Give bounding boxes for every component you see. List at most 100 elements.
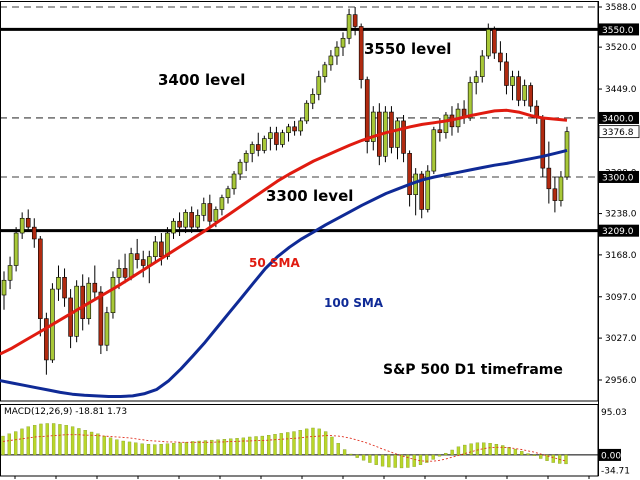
macd-bar (437, 454, 442, 457)
sma-100-line (0, 148, 568, 398)
candle (473, 70, 479, 95)
candle (7, 256, 13, 290)
macd-zero-marker: 0.00 (599, 448, 621, 461)
macd-bar (20, 428, 24, 456)
candle (322, 61, 328, 83)
macd-bar (418, 454, 423, 465)
candle (1, 271, 7, 310)
candle (401, 115, 406, 163)
candle (443, 112, 449, 139)
macd-bar (140, 443, 144, 456)
macd-bar (311, 427, 315, 456)
macd-bar (159, 443, 163, 456)
macd-bar (317, 428, 321, 456)
macd-bar (248, 436, 252, 456)
macd-bar (260, 435, 265, 456)
candle (225, 185, 231, 204)
candle (510, 70, 515, 101)
macd-bar (1, 435, 5, 456)
candle (358, 23, 364, 89)
candle (558, 171, 564, 207)
price-marker-3209-0: 3209.0 (599, 224, 639, 237)
macd-bar (229, 438, 233, 456)
macd-bar (450, 449, 454, 456)
macd-bar (108, 437, 113, 456)
candle (486, 23, 491, 59)
svg-text:3376.8: 3376.8 (602, 128, 634, 138)
macd-bar (393, 454, 397, 468)
macd-bar (412, 454, 416, 467)
candle (104, 306, 110, 352)
macd-bar (475, 442, 480, 456)
candle (195, 209, 201, 231)
macd-bar (336, 443, 340, 456)
macd-bar (83, 430, 87, 456)
candle (564, 126, 570, 180)
macd-bar (216, 439, 220, 456)
macd-bar (349, 453, 353, 456)
sma-layer (0, 108, 568, 398)
candle (38, 235, 43, 337)
price-axis: 3588.03520.03449.03379.03308.03238.03168… (598, 1, 640, 476)
candle (479, 50, 485, 83)
macd-bar (203, 440, 208, 456)
macd-bar (286, 432, 290, 456)
macd-bar (191, 441, 195, 456)
price-marker-3550-0: 3550.0 (599, 23, 639, 36)
candle (171, 218, 176, 239)
candle (110, 271, 116, 319)
macd-bar (115, 439, 119, 456)
macd-bar (235, 438, 239, 456)
candle (395, 117, 400, 160)
macd-bar (58, 424, 62, 456)
candle (140, 250, 146, 278)
macd-bar (520, 451, 524, 456)
candle (92, 265, 98, 301)
macd-bar (342, 449, 347, 456)
candle (231, 171, 237, 195)
candle (255, 132, 261, 157)
candle (189, 206, 194, 234)
macd-bar (172, 443, 176, 456)
macd-bar (197, 440, 201, 456)
price-tick-label: 3238.0 (605, 210, 637, 220)
candle (516, 70, 521, 107)
macd-bar (463, 444, 467, 456)
candle (292, 120, 297, 136)
macd-bar (64, 425, 68, 456)
svg-text:0.00: 0.00 (601, 451, 621, 461)
candle (370, 106, 376, 151)
candle (153, 235, 158, 263)
candle (504, 53, 509, 95)
label-3300-level: 3300 level (266, 187, 353, 205)
macd-bar (494, 443, 499, 456)
macd-bar (222, 439, 227, 456)
macd-bar (279, 433, 283, 456)
macd-bar (77, 428, 81, 456)
sma-50-line (0, 108, 568, 356)
candle (304, 100, 309, 124)
price-tick-label: 3027.0 (605, 334, 637, 344)
candle (328, 50, 334, 71)
macd-bar (26, 426, 30, 456)
candle (528, 82, 533, 113)
macd-bar (267, 435, 271, 456)
candle (431, 126, 437, 175)
macd-bar (304, 428, 309, 456)
macd-bar (330, 436, 334, 456)
macd-bar (380, 454, 385, 467)
candles-layer (1, 7, 570, 375)
candle (243, 150, 249, 172)
price-tick-label: 3168.0 (605, 251, 637, 261)
candle (540, 115, 546, 177)
macd-bar (361, 454, 366, 461)
candle (207, 194, 213, 228)
macd-bar (121, 440, 125, 456)
macd-bar (292, 431, 296, 456)
macd-bar (355, 454, 359, 458)
macd-bar (513, 448, 518, 456)
candle (310, 88, 316, 110)
candle (249, 141, 255, 163)
candle (177, 212, 182, 236)
macd-bar (39, 423, 43, 456)
